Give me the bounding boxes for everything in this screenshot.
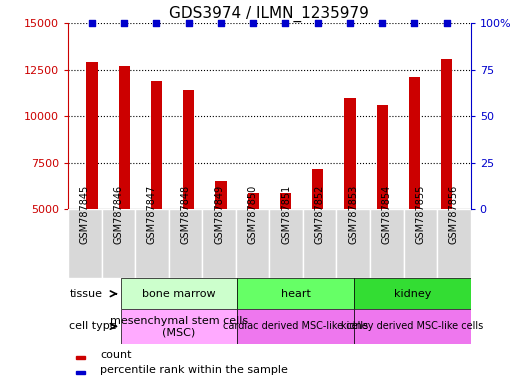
FancyBboxPatch shape bbox=[236, 209, 269, 278]
Text: mesenchymal stem cells
(MSC): mesenchymal stem cells (MSC) bbox=[110, 316, 248, 337]
Text: GSM787855: GSM787855 bbox=[415, 184, 425, 244]
Bar bbox=[76, 371, 85, 374]
Text: GSM787853: GSM787853 bbox=[348, 185, 358, 244]
Text: GSM787850: GSM787850 bbox=[247, 185, 257, 244]
Title: GDS3974 / ILMN_1235979: GDS3974 / ILMN_1235979 bbox=[169, 5, 369, 22]
Bar bbox=[247, 192, 259, 209]
Bar bbox=[280, 194, 291, 209]
FancyBboxPatch shape bbox=[135, 209, 168, 278]
Text: cardiac derived MSC-like cells: cardiac derived MSC-like cells bbox=[223, 321, 368, 331]
FancyBboxPatch shape bbox=[404, 209, 437, 278]
Text: GSM787848: GSM787848 bbox=[180, 185, 190, 244]
Text: percentile rank within the sample: percentile rank within the sample bbox=[100, 366, 288, 376]
Point bbox=[185, 20, 193, 26]
Point bbox=[442, 20, 451, 26]
Text: kidney: kidney bbox=[394, 289, 431, 299]
FancyBboxPatch shape bbox=[437, 209, 471, 278]
FancyBboxPatch shape bbox=[202, 209, 236, 278]
Point bbox=[217, 20, 225, 26]
Text: GSM787852: GSM787852 bbox=[315, 184, 325, 244]
FancyBboxPatch shape bbox=[354, 278, 471, 309]
Bar bbox=[119, 66, 130, 209]
FancyBboxPatch shape bbox=[237, 278, 354, 309]
FancyBboxPatch shape bbox=[101, 209, 135, 278]
Point bbox=[152, 20, 161, 26]
Text: GSM787846: GSM787846 bbox=[113, 185, 123, 244]
FancyBboxPatch shape bbox=[269, 209, 303, 278]
FancyBboxPatch shape bbox=[168, 209, 202, 278]
Bar bbox=[76, 356, 85, 359]
Text: GSM787854: GSM787854 bbox=[382, 185, 392, 244]
FancyBboxPatch shape bbox=[120, 278, 237, 309]
Text: GSM787847: GSM787847 bbox=[147, 185, 157, 244]
Point bbox=[411, 20, 419, 26]
Point bbox=[378, 20, 386, 26]
FancyBboxPatch shape bbox=[303, 209, 336, 278]
Point bbox=[249, 20, 257, 26]
Point bbox=[314, 20, 322, 26]
Text: GSM787851: GSM787851 bbox=[281, 185, 291, 244]
Point bbox=[88, 20, 96, 26]
Text: GSM787845: GSM787845 bbox=[80, 185, 90, 244]
Text: GSM787856: GSM787856 bbox=[449, 185, 459, 244]
FancyBboxPatch shape bbox=[370, 209, 404, 278]
Text: kidney derived MSC-like cells: kidney derived MSC-like cells bbox=[341, 321, 483, 331]
Bar bbox=[409, 77, 420, 209]
Text: cell type: cell type bbox=[70, 321, 117, 331]
Bar bbox=[312, 169, 323, 209]
Point bbox=[346, 20, 354, 26]
Text: heart: heart bbox=[281, 289, 311, 299]
Bar bbox=[151, 81, 162, 209]
FancyBboxPatch shape bbox=[354, 309, 471, 344]
Bar bbox=[377, 105, 388, 209]
Point bbox=[281, 20, 290, 26]
Bar bbox=[215, 181, 226, 209]
Text: bone marrow: bone marrow bbox=[142, 289, 215, 299]
Text: GSM787849: GSM787849 bbox=[214, 185, 224, 244]
FancyBboxPatch shape bbox=[336, 209, 370, 278]
FancyBboxPatch shape bbox=[237, 309, 354, 344]
Bar bbox=[86, 62, 98, 209]
Point bbox=[120, 20, 128, 26]
Bar bbox=[344, 98, 356, 209]
Text: tissue: tissue bbox=[70, 289, 103, 299]
FancyBboxPatch shape bbox=[68, 209, 101, 278]
FancyBboxPatch shape bbox=[120, 309, 237, 344]
Bar bbox=[441, 60, 452, 209]
Text: count: count bbox=[100, 350, 132, 360]
Bar bbox=[183, 90, 195, 209]
